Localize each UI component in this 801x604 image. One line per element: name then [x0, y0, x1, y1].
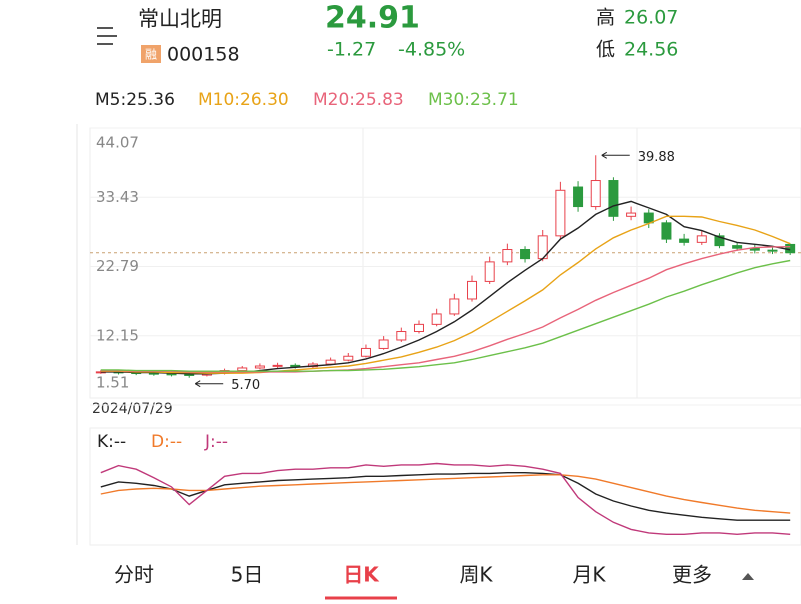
candle-body — [413, 323, 424, 333]
change-pct: -4.85% — [398, 39, 465, 61]
tab[interactable]: 更多 — [672, 563, 712, 587]
candle-body — [343, 355, 354, 361]
candle-body — [184, 373, 195, 376]
ma-label: M30:23.71 — [428, 90, 519, 110]
badge-bg — [141, 45, 161, 63]
candle-body — [626, 212, 637, 217]
candle-body — [643, 212, 654, 224]
ma-label: M10:26.30 — [198, 90, 289, 110]
high-label: 高 — [596, 7, 615, 29]
ma-label: M20:25.83 — [313, 90, 404, 110]
tab[interactable]: 分时 — [114, 563, 154, 587]
annotation-arrow — [601, 151, 630, 159]
annotation: 39.88 — [638, 150, 675, 165]
menu-icon[interactable] — [97, 27, 117, 45]
candle-body — [520, 249, 531, 260]
ma-line — [100, 259, 791, 372]
candle-body — [272, 364, 283, 367]
kdj-line — [100, 474, 791, 514]
y-tick-label: 1.51 — [96, 374, 129, 392]
y-tick-label: 44.07 — [96, 134, 139, 152]
candle-body — [573, 186, 584, 208]
y-tick-label: 22.79 — [96, 257, 139, 275]
candle-body — [608, 180, 619, 217]
low-label: 低 — [596, 39, 615, 61]
high: 26.07 — [624, 7, 678, 29]
legend-label: D:-- — [151, 432, 182, 452]
candle-body — [254, 365, 265, 369]
kdj-line — [100, 462, 791, 536]
y-tick-label: 12.15 — [96, 326, 139, 344]
ma-line — [100, 200, 791, 375]
badge: 融 — [145, 48, 157, 62]
low: 24.56 — [624, 39, 678, 61]
candle-body — [661, 222, 672, 240]
candle-body — [467, 280, 478, 300]
legend-label: K:-- — [97, 432, 126, 452]
ma-line — [100, 215, 791, 374]
candle-body — [360, 347, 371, 357]
legend-label: J:-- — [204, 432, 228, 452]
ma-line — [100, 246, 791, 373]
expand-icon[interactable] — [742, 573, 754, 580]
kdj-line — [100, 472, 791, 521]
y-tick-label: 33.43 — [96, 188, 139, 206]
candle-body — [732, 245, 743, 249]
tab[interactable]: 月K — [572, 563, 606, 587]
candle-body — [696, 235, 707, 243]
candle-body — [484, 261, 495, 282]
kdj-frame — [89, 427, 801, 546]
tab[interactable]: 5日 — [231, 563, 264, 587]
annotation-arrow — [194, 380, 224, 388]
price: 24.91 — [325, 1, 420, 36]
candle-body — [590, 180, 601, 208]
candle-body — [679, 238, 690, 243]
candle-body — [378, 339, 389, 349]
candle-body — [449, 298, 460, 315]
start-date: 2024/07/29 — [92, 401, 173, 417]
candle-body — [767, 249, 778, 252]
tab[interactable]: 周K — [459, 563, 493, 587]
candle-body — [237, 367, 248, 372]
candle-body — [555, 189, 566, 237]
candle-body — [396, 331, 407, 341]
stock-code: 000158 — [167, 44, 240, 66]
candle-body — [431, 313, 442, 325]
stock-name: 常山北明 — [138, 7, 222, 31]
candle-body — [714, 235, 725, 247]
change: -1.27 — [327, 39, 376, 61]
tab[interactable]: 日K — [343, 563, 380, 587]
annotation: 5.70 — [231, 378, 260, 393]
ma-label: M5:25.36 — [95, 90, 175, 110]
candle-body — [325, 359, 336, 365]
candle-body — [502, 249, 513, 263]
